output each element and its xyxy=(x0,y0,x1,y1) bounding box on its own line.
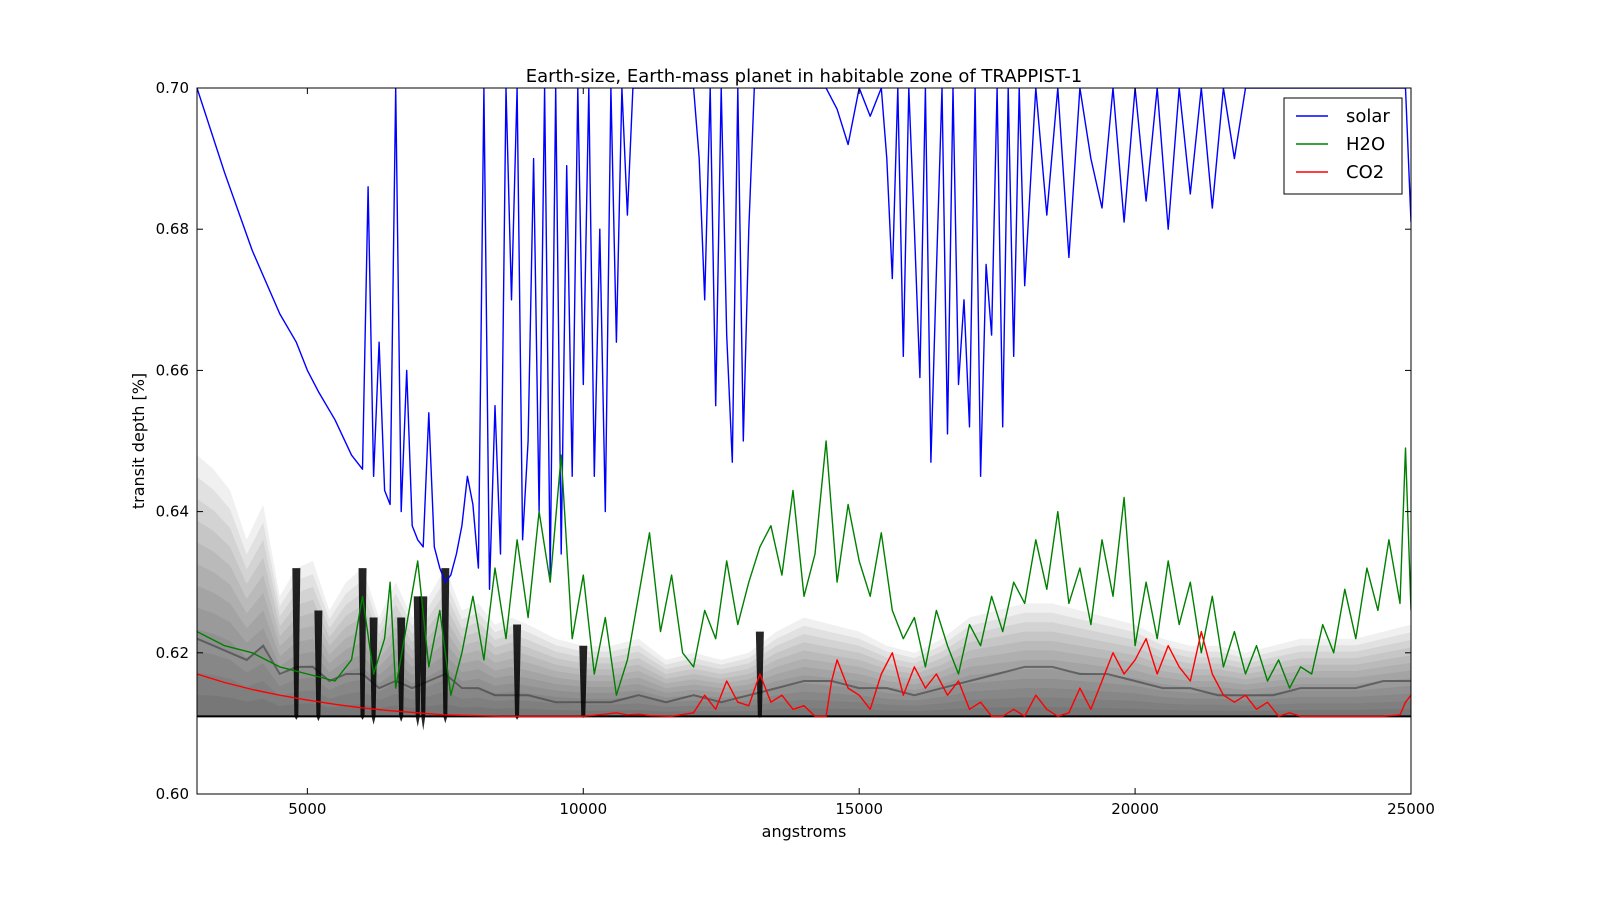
ensemble-band-layer xyxy=(197,585,1411,717)
y-tick-label: 0.68 xyxy=(156,220,189,238)
ensemble-band-layer xyxy=(197,542,1411,717)
ensemble-dip xyxy=(413,596,422,727)
ensemble-median-line xyxy=(197,637,1411,704)
legend-label: solar xyxy=(1346,106,1390,127)
ensemble-band-layer xyxy=(197,607,1411,717)
legend-box xyxy=(1283,97,1403,195)
ensemble-band-layer xyxy=(197,476,1411,717)
x-tick-label: 5000 xyxy=(288,800,326,818)
x-axis-label: angstroms xyxy=(762,822,847,841)
ensemble-dip xyxy=(314,610,323,722)
y-tick-label: 0.62 xyxy=(156,644,189,662)
plot-frame xyxy=(196,87,1412,795)
x-tick-label: 25000 xyxy=(1387,800,1435,818)
x-tick-label: 20000 xyxy=(1111,800,1159,818)
x-tick-label: 10000 xyxy=(559,800,607,818)
ensemble-band-layer xyxy=(197,694,1411,717)
series-layer xyxy=(197,88,1411,717)
legend-label: H2O xyxy=(1346,134,1385,155)
ensemble-band-layer xyxy=(197,564,1411,717)
y-tick-label: 0.66 xyxy=(156,361,189,379)
series-line-co2 xyxy=(197,630,1411,717)
chart-title: Earth-size, Earth-mass planet in habitab… xyxy=(526,66,1083,87)
ensemble-band-layer xyxy=(197,455,1411,717)
y-axis: 0.60 0.62 0.64 0.66 0.68 0.70 xyxy=(156,79,1411,803)
x-tick-label: 15000 xyxy=(835,800,883,818)
ensemble-band-layer xyxy=(197,498,1411,717)
x-axis: 5000 10000 15000 20000 25000 xyxy=(288,88,1435,818)
ensemble-dip xyxy=(292,568,301,720)
ensemble-band-layer xyxy=(197,651,1411,717)
series-line-h2o xyxy=(197,440,1411,696)
ensemble-dip xyxy=(579,645,588,718)
ensemble-band-layer xyxy=(197,672,1411,717)
ensemble-dip xyxy=(441,568,450,724)
legend-label: CO2 xyxy=(1346,162,1384,183)
ensemble-dip xyxy=(513,624,522,720)
y-axis-label: transit depth [%] xyxy=(129,373,148,509)
y-tick-label: 0.64 xyxy=(156,503,189,521)
legend: solar H2O CO2 xyxy=(1283,97,1403,195)
y-tick-label: 0.60 xyxy=(156,785,189,803)
y-tick-label: 0.70 xyxy=(156,79,189,97)
series-line-solar xyxy=(197,88,1411,590)
